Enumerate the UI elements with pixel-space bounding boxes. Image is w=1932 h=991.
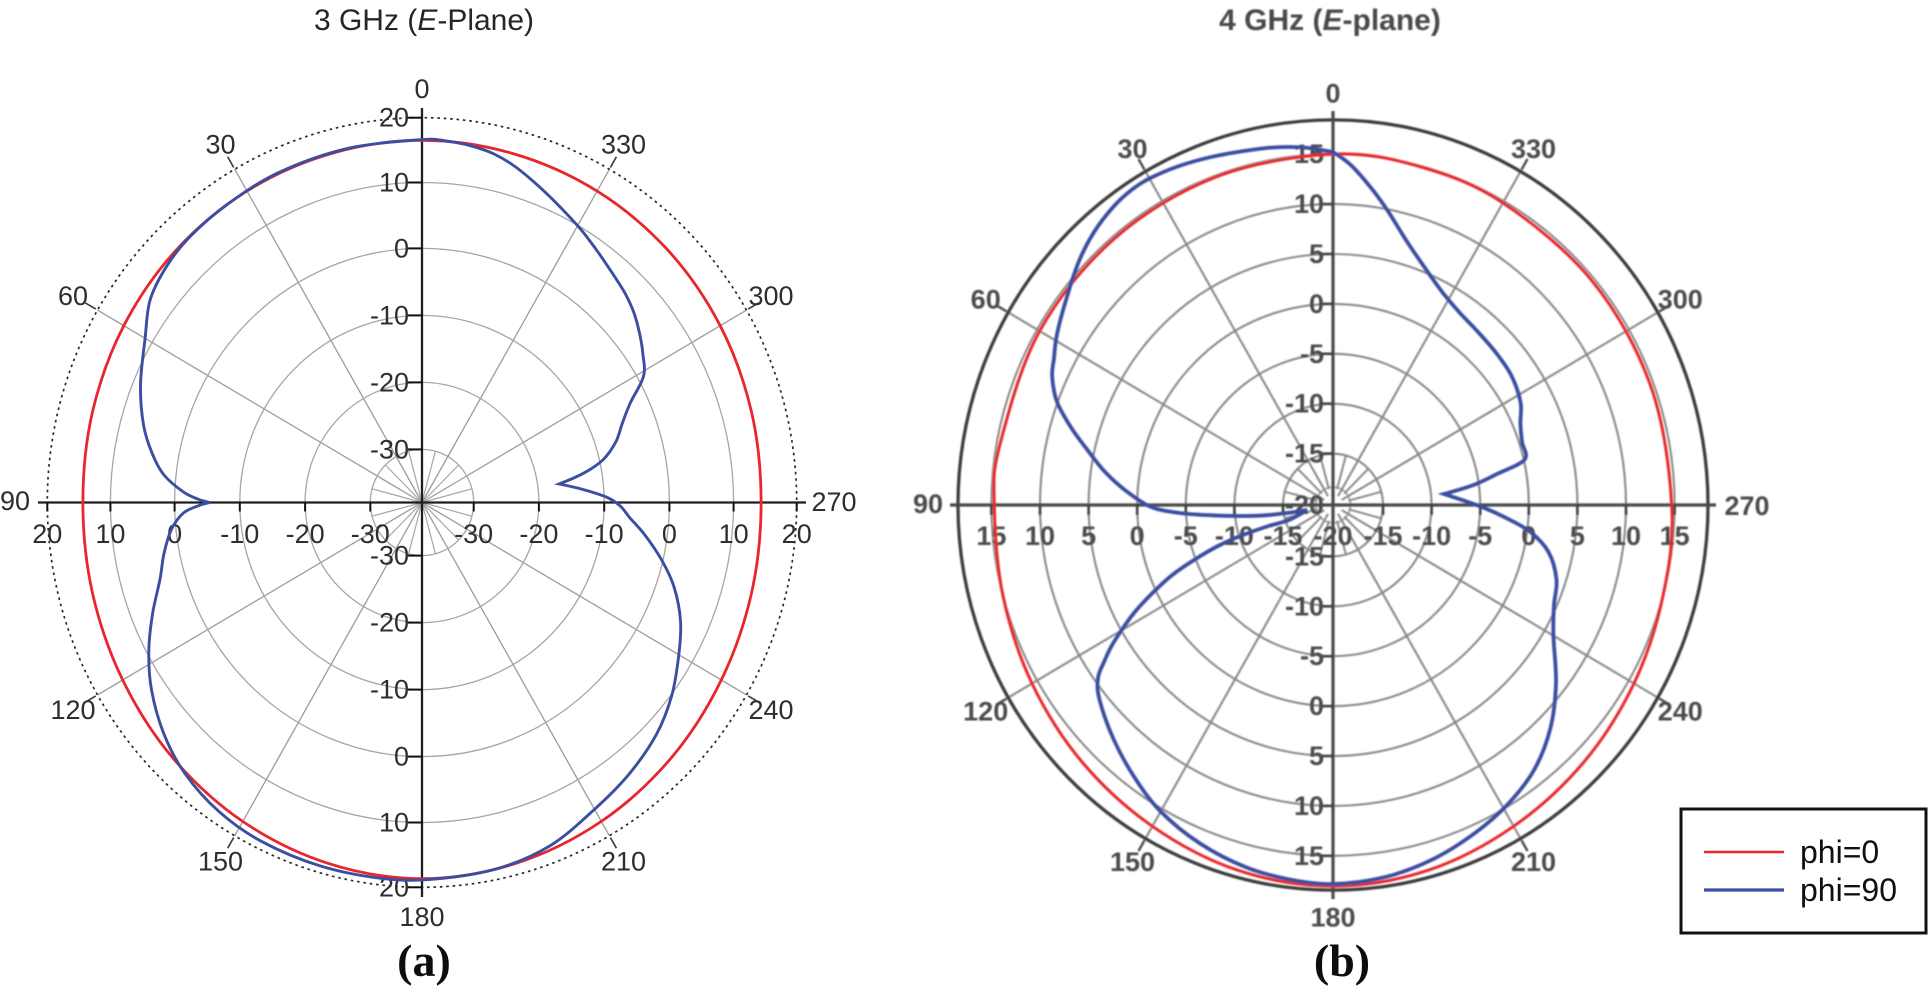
svg-text:210: 210 [1511, 847, 1556, 877]
svg-text:-5: -5 [1300, 641, 1324, 671]
svg-text:-30: -30 [454, 519, 493, 549]
svg-text:-20: -20 [1313, 521, 1352, 551]
svg-text:30: 30 [205, 130, 235, 160]
svg-text:3 GHz (E-Plane): 3 GHz (E-Plane) [314, 4, 534, 37]
svg-text:-20: -20 [286, 519, 325, 549]
svg-text:-5: -5 [1174, 521, 1198, 551]
svg-text:0: 0 [394, 233, 409, 263]
svg-text:-10: -10 [585, 519, 624, 549]
svg-text:210: 210 [601, 846, 646, 876]
svg-text:0: 0 [414, 74, 429, 104]
svg-text:240: 240 [1658, 696, 1703, 726]
svg-text:-20: -20 [519, 519, 558, 549]
svg-text:240: 240 [748, 695, 793, 725]
svg-text:5: 5 [1309, 239, 1324, 269]
svg-text:15: 15 [1294, 841, 1324, 871]
svg-text:15: 15 [1660, 521, 1690, 551]
svg-text:10: 10 [1294, 189, 1324, 219]
svg-text:-10: -10 [1285, 389, 1324, 419]
svg-text:15: 15 [976, 521, 1006, 551]
svg-text:330: 330 [601, 130, 646, 160]
svg-text:120: 120 [963, 696, 1008, 726]
svg-text:330: 330 [1511, 134, 1556, 164]
svg-text:-10: -10 [370, 300, 409, 330]
svg-text:-5: -5 [1300, 339, 1324, 369]
svg-text:90: 90 [913, 489, 943, 519]
svg-text:120: 120 [50, 695, 95, 725]
svg-text:-10: -10 [1285, 591, 1324, 621]
svg-text:0: 0 [662, 519, 677, 549]
svg-text:5: 5 [1570, 521, 1585, 551]
svg-text:-10: -10 [220, 519, 259, 549]
svg-text:60: 60 [58, 281, 88, 311]
svg-text:-15: -15 [1363, 521, 1402, 551]
svg-text:10: 10 [379, 808, 409, 838]
svg-text:5: 5 [1081, 521, 1096, 551]
svg-text:-15: -15 [1285, 541, 1324, 571]
svg-text:0: 0 [1309, 691, 1324, 721]
svg-text:20: 20 [782, 519, 812, 549]
svg-text:150: 150 [198, 846, 243, 876]
svg-text:0: 0 [1130, 521, 1145, 551]
svg-text:0: 0 [1325, 79, 1340, 109]
svg-text:270: 270 [811, 487, 856, 517]
svg-text:0: 0 [167, 519, 182, 549]
svg-text:-15: -15 [1285, 439, 1324, 469]
svg-text:-5: -5 [1468, 521, 1492, 551]
svg-text:-30: -30 [370, 434, 409, 464]
svg-text:20: 20 [379, 103, 409, 133]
svg-text:-30: -30 [370, 541, 409, 571]
svg-text:-30: -30 [351, 519, 390, 549]
svg-text:30: 30 [1117, 134, 1147, 164]
svg-text:-20: -20 [370, 608, 409, 638]
svg-text:10: 10 [1294, 791, 1324, 821]
svg-text:(b): (b) [1314, 935, 1370, 986]
svg-text:10: 10 [379, 168, 409, 198]
svg-text:60: 60 [971, 285, 1001, 315]
svg-text:phi=0: phi=0 [1800, 834, 1879, 870]
svg-text:0: 0 [1309, 289, 1324, 319]
svg-text:10: 10 [719, 519, 749, 549]
svg-text:10: 10 [1025, 521, 1055, 551]
svg-text:-20: -20 [370, 367, 409, 397]
svg-text:90: 90 [0, 486, 30, 516]
svg-text:20: 20 [32, 519, 62, 549]
svg-text:150: 150 [1110, 847, 1155, 877]
svg-text:-20: -20 [1285, 490, 1324, 520]
svg-text:270: 270 [1724, 491, 1769, 521]
svg-text:180: 180 [399, 902, 444, 932]
svg-text:-10: -10 [370, 675, 409, 705]
svg-text:5: 5 [1309, 741, 1324, 771]
svg-text:300: 300 [1658, 285, 1703, 315]
svg-text:10: 10 [1611, 521, 1641, 551]
svg-text:10: 10 [95, 519, 125, 549]
svg-text:180: 180 [1310, 902, 1355, 932]
svg-text:-10: -10 [1412, 521, 1451, 551]
svg-text:(a): (a) [397, 935, 451, 986]
svg-text:300: 300 [748, 281, 793, 311]
svg-text:phi=90: phi=90 [1800, 872, 1897, 908]
svg-text:4 GHz (E-plane): 4 GHz (E-plane) [1219, 4, 1441, 37]
svg-text:0: 0 [394, 742, 409, 772]
